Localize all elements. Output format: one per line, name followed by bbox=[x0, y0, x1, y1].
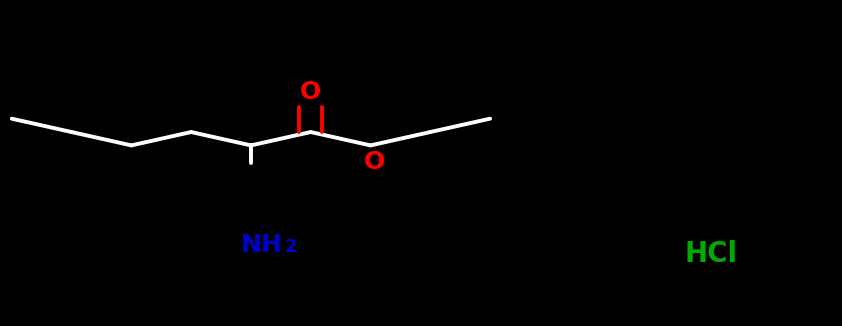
Text: NH: NH bbox=[240, 233, 282, 257]
Text: O: O bbox=[300, 80, 322, 104]
Text: O: O bbox=[364, 150, 386, 174]
Text: 2: 2 bbox=[285, 238, 297, 256]
Text: HCl: HCl bbox=[685, 240, 738, 268]
